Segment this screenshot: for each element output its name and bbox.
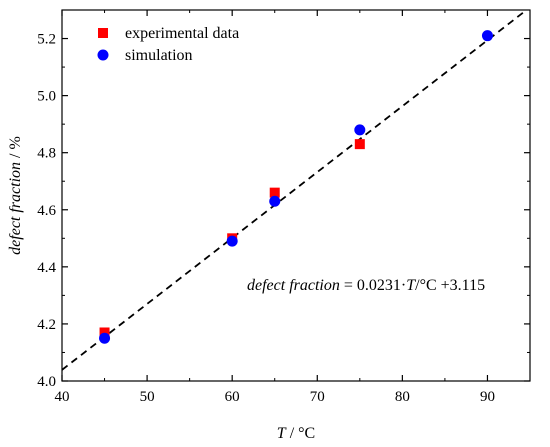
x-tick-label-70: 70 (310, 389, 325, 405)
experimental-point (99, 327, 110, 338)
x-axis-title: T / °C (277, 425, 315, 442)
fit-equation-annotation: defect fraction = 0.0231·T/°C +3.115 (247, 277, 485, 294)
fit-line (61, 9, 528, 371)
y-tick-label-4.8: 4.8 (37, 146, 56, 162)
x-tick-label-50: 50 (140, 389, 155, 405)
y-tick-label-4.4: 4.4 (37, 260, 56, 276)
experimental-point (354, 139, 365, 150)
annotation-variable: defect fraction (247, 277, 340, 294)
y-tick-label-5: 5.0 (37, 89, 56, 105)
legend-marker-experimental (98, 28, 108, 38)
simulation-point (269, 195, 281, 207)
legend-label-experimental: experimental data (125, 25, 239, 42)
annotation-temperature-variable: T (406, 277, 416, 294)
x-tick-label-80: 80 (395, 389, 410, 405)
simulation-point (481, 30, 493, 42)
experimental-point (269, 187, 280, 198)
annotation-rest: /°C +3.115 (415, 277, 485, 294)
simulation-point (354, 124, 366, 136)
plot-frame (61, 9, 531, 382)
x-tick-label-40: 40 (55, 389, 70, 405)
y-tick-label-4.2: 4.2 (37, 317, 56, 333)
legend-marker-simulation (97, 49, 109, 61)
y-axis-unit: / % (7, 136, 24, 162)
y-axis-title: defect fraction / % (7, 136, 24, 255)
y-tick-label-4: 4.0 (37, 374, 56, 390)
x-axis-variable: T (277, 425, 287, 442)
y-tick-label-4.6: 4.6 (37, 203, 56, 219)
x-tick-label-60: 60 (225, 389, 240, 405)
y-tick-label-5.2: 5.2 (37, 32, 56, 48)
y-axis-variable: defect fraction (7, 162, 24, 255)
annotation-equals: = 0.0231· (340, 277, 406, 294)
axes-layer: 40 50 60 70 80 90 4.0 4.2 4.4 4.6 4.8 5.0 5.2 (37, 9, 531, 405)
x-tick-label-90: 90 (480, 389, 495, 405)
legend: experimental data simulation (97, 25, 239, 64)
legend-label-simulation: simulation (125, 47, 193, 64)
simulation-point (226, 235, 238, 247)
fit-layer (61, 9, 528, 371)
x-axis-unit: / °C (286, 425, 316, 442)
simulation-point (99, 332, 111, 344)
points-layer (99, 30, 493, 344)
